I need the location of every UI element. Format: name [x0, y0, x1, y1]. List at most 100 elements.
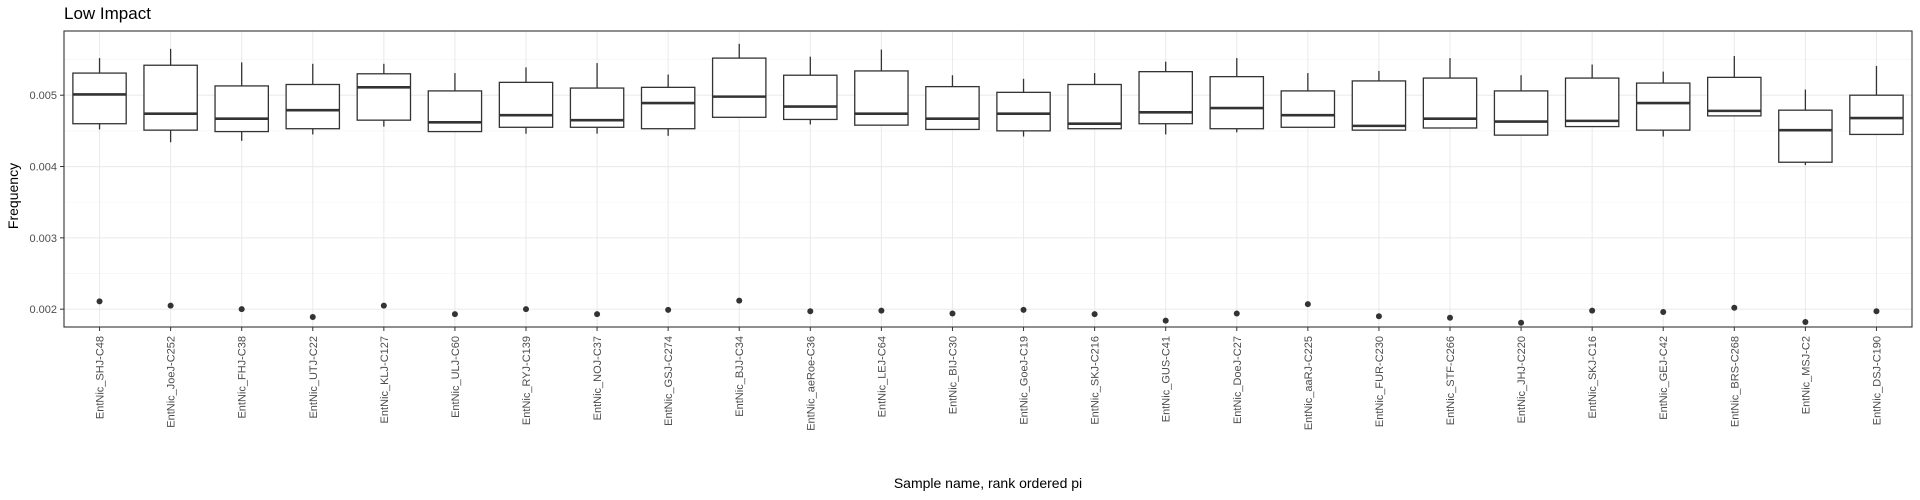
x-tick-label: EntNic_SKJ-C216: [1090, 336, 1102, 425]
interquartile-box: [1422, 77, 1478, 129]
outlier-point: [1447, 314, 1453, 321]
interquartile-box: [854, 70, 909, 126]
x-tick-label: EntNic_JHJ-C220: [1516, 336, 1528, 423]
x-tick-label: EntNic_GSJ-C274: [663, 336, 675, 426]
interquartile-box: [1564, 77, 1620, 128]
x-tick-label: EntNic_BIJ-C30: [947, 336, 959, 414]
interquartile-box: [72, 72, 127, 125]
box-EntNic_aaRJ-C225: [1280, 73, 1336, 308]
box-EntNic_NOJ-C37: [569, 63, 625, 318]
outlier-point: [1091, 311, 1098, 318]
x-tick-label: EntNic_GoeJ-C19: [1019, 336, 1031, 425]
interquartile-box: [640, 86, 696, 130]
box-EntNic_DSJ-C190: [1849, 65, 1904, 315]
x-tick-label: EntNic_BJJ-C34: [734, 336, 746, 417]
box-EntNic_UTJ-C22: [285, 63, 341, 321]
outlier-point: [1518, 319, 1525, 326]
interquartile-box: [1849, 94, 1904, 136]
outlier-point: [1589, 307, 1596, 314]
interquartile-box: [427, 90, 483, 133]
interquartile-box: [1635, 82, 1691, 131]
y-tick-label: 0.002: [29, 304, 57, 316]
outlier-point: [309, 314, 316, 321]
box-EntNic_BIJ-C30: [925, 75, 980, 317]
outlier-point: [1873, 308, 1880, 315]
x-tick-label: EntNic_SHJ-C48: [95, 336, 107, 419]
x-tick-label: EntNic_aaRJ-C225: [1303, 336, 1315, 430]
interquartile-box: [1707, 76, 1762, 117]
interquartile-box: [711, 57, 767, 118]
box-EntNic_GEJ-C42: [1635, 71, 1691, 316]
x-tick-label: EntNic_aeRoe-C36: [805, 336, 817, 431]
interquartile-box: [356, 73, 412, 121]
x-tick-label: EntNic_GUS-C41: [1161, 336, 1173, 422]
outlier-point: [949, 310, 956, 317]
outlier-point: [1660, 309, 1667, 316]
box-EntNic_BRS-C268: [1707, 55, 1762, 311]
box-EntNic_FHJ-C38: [214, 62, 269, 313]
plot-panel-border: [63, 30, 1913, 328]
box-EntNic_MSJ-C2: [1778, 89, 1833, 326]
box-EntNic_FUR-C230: [1351, 70, 1407, 320]
box-EntNic_GUS-C41: [1138, 61, 1193, 324]
x-tick-label: EntNic_JoeJ-C252: [166, 336, 178, 428]
x-tick-label: EntNic_KLJ-C127: [379, 336, 391, 423]
outlier-point: [451, 311, 458, 318]
x-tick-label: EntNic_ULJ-C60: [450, 336, 462, 418]
x-tick-label: EntNic_LEJ-C64: [876, 336, 888, 417]
axes: 0.002 0.003 0.004 0.005 EntNic_SHJ-C48 EntNic…: [29, 90, 1883, 431]
chart-title: Low Impact: [64, 4, 151, 23]
x-tick-label: EntNic_RYJ-C139: [521, 336, 533, 425]
outlier-point: [1162, 317, 1169, 324]
x-tick-label: EntNic_FHJ-C38: [237, 336, 249, 419]
outlier-point: [523, 306, 529, 313]
y-axis-title: Frequency: [5, 163, 21, 229]
box-EntNic_STF-C266: [1422, 58, 1478, 321]
outlier-point: [380, 302, 387, 309]
x-tick-label: EntNic_BRS-C268: [1729, 336, 1741, 427]
box-EntNic_SKJ-C16: [1564, 64, 1620, 314]
outlier-point: [96, 298, 103, 305]
interquartile-box: [925, 85, 980, 131]
grid-lines: [64, 31, 1912, 327]
x-tick-label: EntNic_GEJ-C42: [1658, 336, 1670, 420]
box-EntNic_ULJ-C60: [427, 73, 483, 318]
box-EntNic_GoeJ-C19: [996, 78, 1051, 313]
outlier-point: [1731, 304, 1738, 311]
x-tick-label: EntNic_MSJ-C2: [1800, 336, 1812, 414]
outlier-point: [167, 302, 174, 309]
box-EntNic_RYJ-C139: [498, 67, 554, 313]
x-tick-label: EntNic_UTJ-C22: [308, 336, 320, 419]
interquartile-box: [1778, 109, 1833, 163]
x-tick-label: EntNic_DSJ-C190: [1871, 336, 1883, 425]
box-EntNic_KLJ-C127: [356, 63, 412, 309]
outlier-point: [736, 297, 743, 304]
x-tick-label: EntNic_DoeJ-C27: [1232, 336, 1244, 424]
box-EntNic_BJJ-C34: [711, 43, 767, 304]
outlier-point: [1020, 306, 1027, 313]
outlier-point: [238, 306, 245, 313]
outlier-point: [1375, 313, 1382, 320]
interquartile-box: [1280, 90, 1336, 128]
box-EntNic_DoeJ-C27: [1209, 58, 1265, 317]
interquartile-box: [783, 74, 838, 121]
y-tick-label: 0.005: [29, 90, 57, 102]
interquartile-box: [1067, 83, 1122, 130]
outlier-point: [807, 308, 814, 315]
outlier-point: [878, 307, 885, 314]
box-EntNic_LEJ-C64: [854, 49, 909, 314]
x-axis-title: Sample name, rank ordered pi: [894, 475, 1082, 491]
interquartile-box: [996, 91, 1051, 132]
y-tick-label: 0.003: [29, 233, 57, 245]
x-tick-label: EntNic_SKJ-C16: [1587, 336, 1599, 419]
x-tick-label: EntNic_STF-C266: [1445, 336, 1457, 425]
box-series: [72, 43, 1904, 326]
interquartile-box: [1209, 75, 1265, 130]
interquartile-box: [1138, 71, 1193, 125]
box-EntNic_GSJ-C274: [640, 74, 696, 313]
interquartile-box: [1351, 80, 1407, 131]
outlier-point: [594, 311, 601, 318]
interquartile-box: [1493, 90, 1549, 136]
outlier-point: [1802, 319, 1809, 326]
